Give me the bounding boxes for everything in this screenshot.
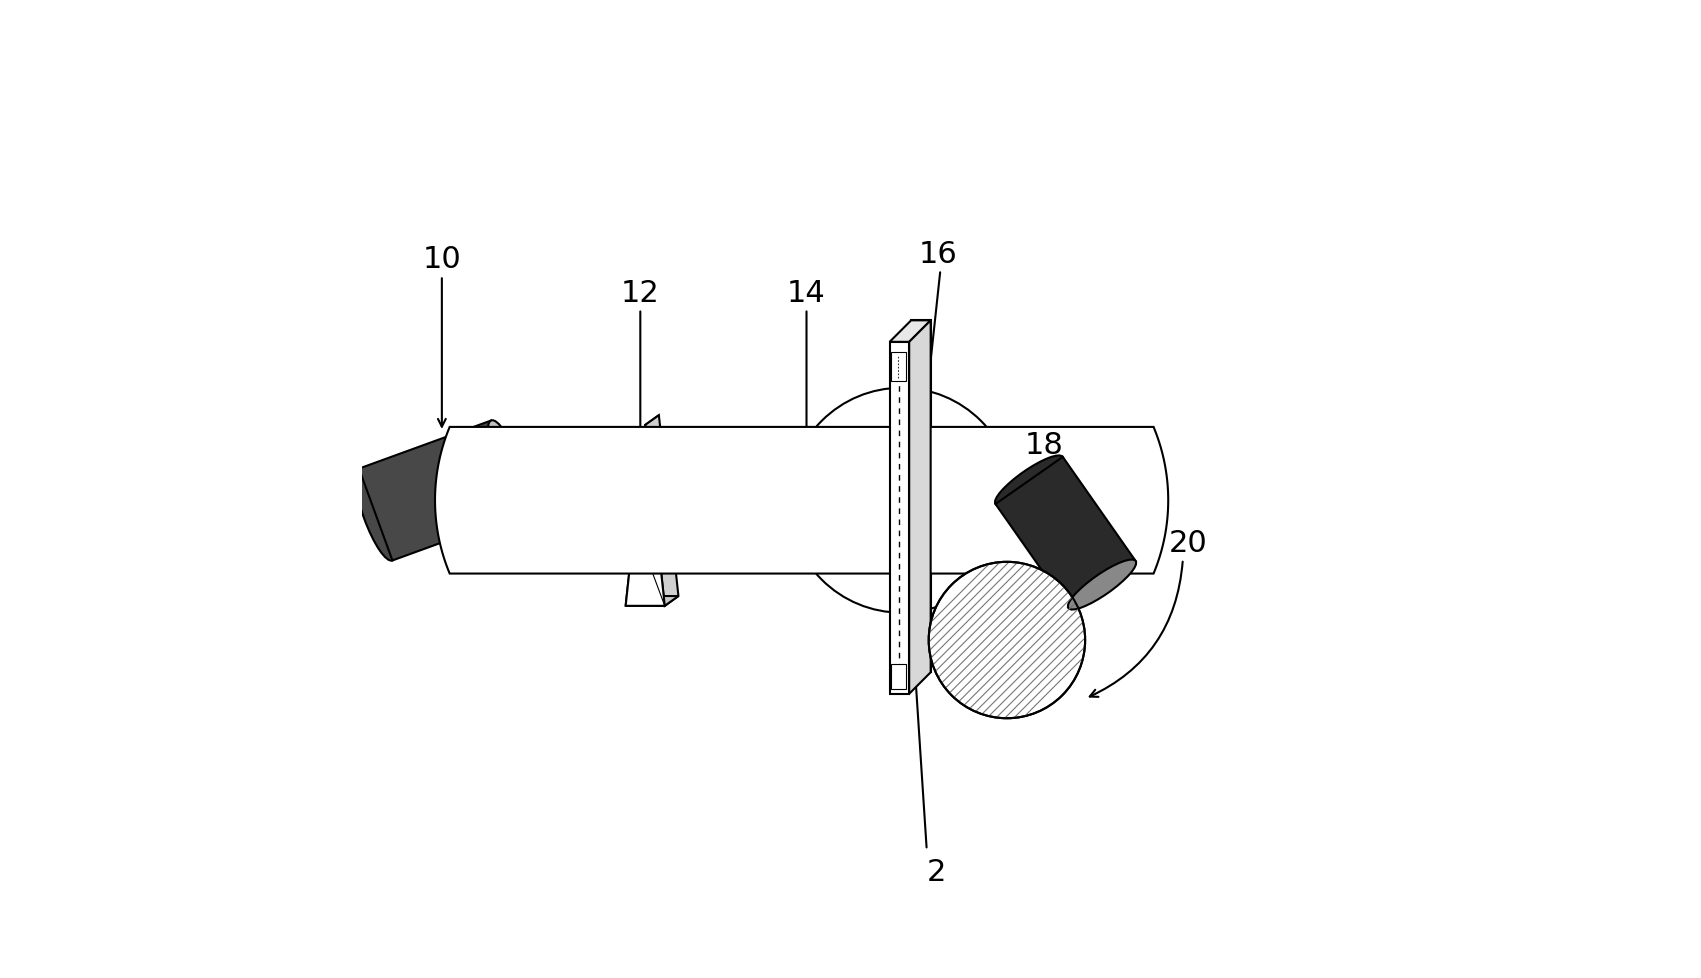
Polygon shape — [890, 321, 930, 342]
Polygon shape — [645, 416, 679, 606]
Polygon shape — [995, 458, 1136, 608]
Text: 16: 16 — [919, 241, 958, 269]
Polygon shape — [672, 445, 796, 557]
Polygon shape — [626, 425, 665, 606]
Polygon shape — [514, 488, 624, 502]
Bar — [890, 342, 908, 694]
Text: 10: 10 — [422, 245, 461, 274]
Polygon shape — [435, 427, 1169, 574]
Text: 18: 18 — [1024, 430, 1063, 460]
Text: 2: 2 — [927, 858, 946, 886]
Text: 14: 14 — [788, 279, 827, 308]
Polygon shape — [626, 597, 679, 606]
Polygon shape — [806, 445, 893, 557]
Ellipse shape — [995, 456, 1063, 506]
Ellipse shape — [356, 468, 396, 561]
Bar — [891, 352, 907, 381]
Polygon shape — [893, 473, 947, 528]
Text: 12: 12 — [621, 279, 660, 308]
Ellipse shape — [1068, 560, 1136, 610]
Ellipse shape — [488, 421, 529, 513]
Text: 20: 20 — [1169, 528, 1208, 557]
Polygon shape — [908, 321, 930, 694]
Polygon shape — [359, 421, 524, 561]
Bar — [912, 321, 930, 673]
Polygon shape — [626, 416, 658, 606]
Circle shape — [929, 562, 1085, 719]
Bar — [891, 665, 907, 689]
